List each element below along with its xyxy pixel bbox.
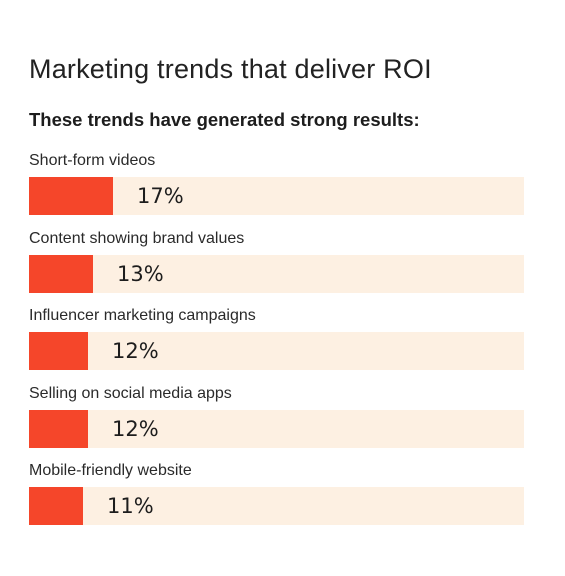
bar xyxy=(29,254,93,293)
bar-category-label: Mobile-friendly website xyxy=(29,462,192,479)
bar-value-label: 12% xyxy=(112,416,159,441)
bar-value-label: 12% xyxy=(112,339,159,363)
bar xyxy=(29,487,83,525)
bar-value-label: 13% xyxy=(117,261,164,286)
bar-track: 12% xyxy=(29,332,524,370)
bar-value-label: 17% xyxy=(137,184,184,208)
bar-track: 13% xyxy=(29,254,524,293)
bar-track: 11% xyxy=(29,487,524,525)
bar-category-label: Content showing brand values xyxy=(29,229,245,247)
bar-track: 12% xyxy=(29,409,524,448)
bar-track: 17% xyxy=(29,177,524,215)
bar xyxy=(29,177,113,215)
bar xyxy=(29,409,88,448)
bar-category-label: Short-form videos xyxy=(29,152,156,169)
bar-category-label: Selling on social media apps xyxy=(29,384,232,402)
chart-subtitle: These trends have generated strong resul… xyxy=(29,109,420,130)
bar xyxy=(29,332,88,370)
bar-value-label: 11% xyxy=(107,494,154,518)
chart-title: Marketing trends that deliver ROI xyxy=(29,54,432,84)
bar-category-label: Influencer marketing campaigns xyxy=(29,307,256,324)
